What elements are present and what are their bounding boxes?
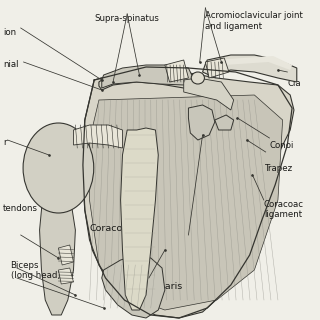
- Polygon shape: [59, 268, 74, 284]
- Text: tendons: tendons: [3, 204, 38, 212]
- Text: Subscapularis: Subscapularis: [116, 282, 182, 291]
- Polygon shape: [184, 78, 234, 110]
- Text: Coracoid: Coracoid: [89, 224, 131, 233]
- Text: Cla: Cla: [288, 79, 301, 88]
- Text: ion: ion: [3, 28, 16, 36]
- Text: r: r: [3, 138, 6, 147]
- Polygon shape: [40, 195, 76, 315]
- Text: Supra-spinatus: Supra-spinatus: [94, 14, 159, 23]
- Polygon shape: [74, 125, 123, 148]
- Polygon shape: [215, 115, 234, 130]
- Text: Biceps
(long head): Biceps (long head): [11, 261, 60, 280]
- Polygon shape: [121, 128, 158, 310]
- Polygon shape: [188, 105, 215, 140]
- Ellipse shape: [191, 72, 204, 84]
- Ellipse shape: [23, 123, 94, 213]
- Polygon shape: [205, 58, 229, 78]
- Polygon shape: [90, 95, 283, 310]
- Polygon shape: [203, 55, 297, 82]
- Polygon shape: [83, 70, 294, 318]
- Polygon shape: [99, 68, 203, 92]
- Text: Trapez: Trapez: [265, 164, 293, 172]
- Polygon shape: [59, 245, 74, 265]
- Polygon shape: [102, 255, 165, 318]
- Polygon shape: [102, 65, 193, 88]
- Text: Acromioclavicular joint
and ligament: Acromioclavicular joint and ligament: [205, 11, 303, 31]
- Text: Conoi: Conoi: [270, 141, 294, 150]
- Polygon shape: [209, 56, 292, 70]
- Polygon shape: [165, 60, 188, 82]
- Text: Coracoac
ligament: Coracoac ligament: [264, 200, 304, 219]
- Text: nial: nial: [3, 60, 19, 68]
